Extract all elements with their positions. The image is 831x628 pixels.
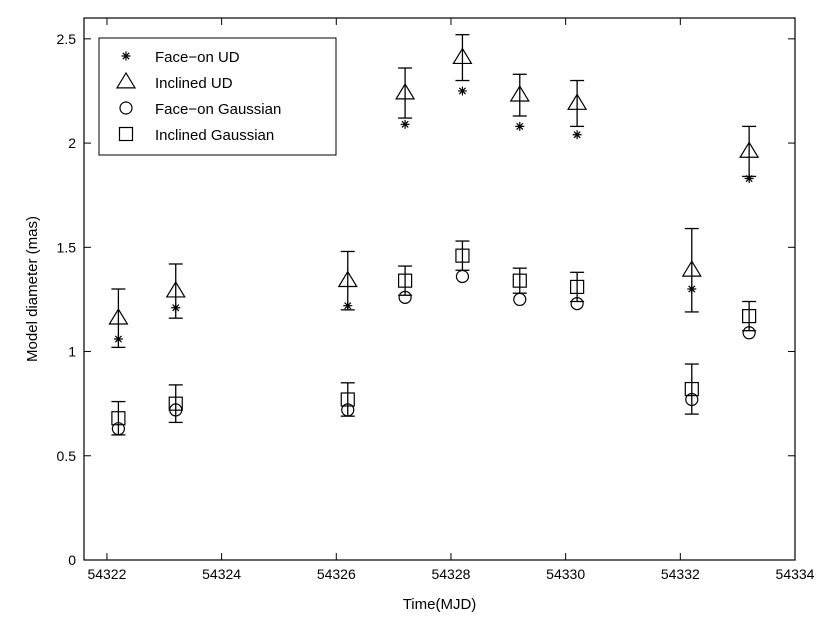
x-tick-label: 54326 (317, 566, 356, 582)
data-point-square (570, 279, 585, 295)
data-point-asterisk (400, 119, 410, 129)
legend-marker-square (118, 126, 134, 142)
data-point-square (742, 309, 757, 324)
legend: Face−on UD Inclined UD Face−on Gaussian Inc… (98, 37, 337, 156)
data-point-square (512, 273, 527, 288)
x-tick-label: 54324 (202, 566, 241, 582)
legend-label: Face−on Gaussian (155, 101, 281, 118)
data-point-asterisk (572, 130, 582, 140)
x-tick-label: 54328 (431, 566, 470, 582)
data-point-square (397, 273, 413, 288)
legend-label: Face−on UD (155, 49, 240, 66)
series-triangle (108, 34, 760, 349)
legend-marker-circle (119, 101, 133, 115)
data-point-asterisk (515, 121, 525, 131)
y-tick-label: 0.5 (57, 448, 77, 464)
series-circle (111, 269, 756, 436)
x-tick-label: 54332 (661, 566, 700, 582)
data-layer (108, 34, 760, 436)
plot-frame (83, 17, 796, 561)
axis-ticks: 54322 54324 54326 54328 54330 54332 54334 0 0.5 1… (57, 18, 815, 582)
y-tick-label: 1 (68, 344, 76, 360)
plot-area-border (83, 17, 796, 561)
x-tick-label: 54334 (776, 566, 815, 582)
x-axis-label: Time(MJD) (403, 596, 477, 613)
y-tick-label: 2 (68, 135, 76, 151)
data-point-triangle (108, 308, 129, 325)
y-tick-label: 1.5 (57, 239, 77, 255)
data-point-triangle (739, 141, 760, 158)
series-square (111, 240, 757, 436)
y-tick-label: 2.5 (57, 31, 77, 47)
legend-box (98, 37, 337, 156)
data-point-triangle (681, 260, 702, 277)
legend-marker-triangle (115, 71, 137, 89)
data-point-asterisk (457, 86, 467, 96)
data-point-square (340, 392, 355, 407)
data-point-triangle (509, 84, 530, 102)
legend-label: Inclined UD (155, 75, 233, 92)
data-point-triangle (337, 270, 358, 288)
data-point-square (111, 411, 126, 426)
legend-label: Inclined Gaussian (155, 127, 274, 144)
data-point-asterisk (744, 174, 754, 184)
y-tick-label: 0 (68, 552, 76, 568)
legend-marker-asterisk (121, 51, 131, 61)
data-point-square (684, 381, 699, 397)
data-point-triangle (165, 280, 186, 298)
data-point-triangle (395, 82, 416, 100)
data-point-square (168, 396, 183, 411)
data-point-triangle (452, 47, 473, 65)
data-point-circle (455, 269, 470, 284)
data-point-circle (513, 292, 527, 307)
x-tick-label: 54322 (87, 566, 126, 582)
data-point-square (455, 248, 470, 263)
x-tick-label: 54330 (546, 566, 585, 582)
y-axis-label: Model diameter (mas) (24, 216, 41, 362)
data-point-triangle (567, 93, 588, 110)
